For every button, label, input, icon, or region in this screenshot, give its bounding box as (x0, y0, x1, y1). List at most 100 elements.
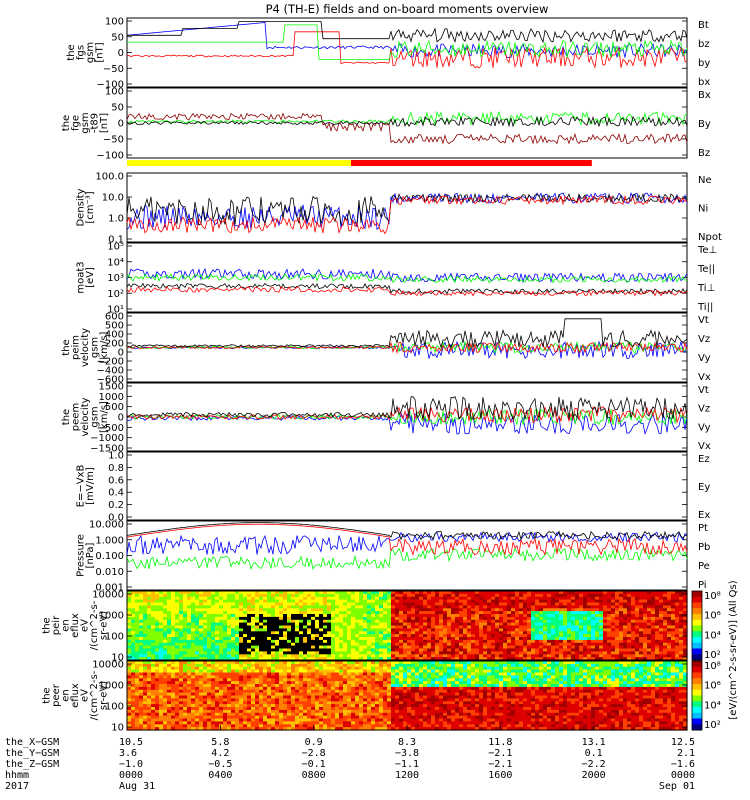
heatmap-cell (251, 678, 256, 682)
heatmap-cell (535, 605, 540, 609)
heatmap-cell (223, 593, 228, 598)
heatmap-cell (211, 611, 216, 615)
heatmap-cell (251, 637, 256, 641)
heatmap-cell (403, 616, 408, 621)
heatmap-cell (143, 642, 148, 647)
heatmap-cell (519, 591, 524, 595)
heatmap-cell (599, 622, 604, 627)
heatmap-cell (223, 692, 228, 697)
heatmap-cell (479, 619, 484, 624)
heatmap-cell (363, 639, 368, 644)
heatmap-cell (339, 605, 344, 609)
heatmap-cell (215, 622, 220, 627)
heatmap-cell (211, 616, 216, 621)
heatmap-cell (263, 707, 268, 711)
heatmap-cell (155, 684, 160, 688)
heatmap-cell (255, 593, 260, 598)
heatmap-cell (423, 657, 428, 661)
heatmap-cell (167, 622, 172, 627)
heatmap-cell (475, 625, 480, 629)
heatmap-cell (267, 639, 272, 644)
heatmap-cell (303, 661, 308, 665)
heatmap-cell (283, 602, 288, 606)
heatmap-cell (459, 619, 464, 624)
heatmap-cell (499, 616, 504, 621)
heatmap-cell (351, 661, 356, 665)
heatmap-cell (315, 648, 320, 652)
heatmap-cell (555, 614, 560, 618)
heatmap-cell (447, 637, 452, 641)
heatmap-cell (403, 645, 408, 650)
heatmap-cell (255, 611, 260, 615)
heatmap-cell (163, 611, 168, 615)
heatmap-cell (335, 686, 340, 691)
heatmap-cell (355, 639, 360, 644)
heatmap-cell (307, 681, 312, 685)
heatmap-cell (203, 692, 208, 697)
heatmap-cell (147, 698, 152, 702)
heatmap-cell (131, 593, 136, 598)
heatmap-cell (343, 695, 348, 699)
heatmap-cell (187, 608, 192, 612)
heatmap-cell (615, 591, 620, 595)
heatmap-cell (619, 622, 624, 627)
heatmap-cell (343, 661, 348, 665)
heatmap-cell (627, 619, 632, 624)
heatmap-cell (563, 614, 568, 618)
heatmap-cell (319, 639, 324, 644)
heatmap-cell (131, 724, 136, 728)
heatmap-cell (587, 639, 592, 644)
heatmap-cell (455, 639, 460, 644)
heatmap-cell (127, 695, 132, 699)
heatmap-cell (211, 614, 216, 618)
heatmap-cell (339, 631, 344, 635)
heatmap-cell (147, 657, 152, 661)
heatmap-cell (319, 642, 324, 647)
heatmap-cell (607, 648, 612, 652)
heatmap-cell (643, 611, 648, 615)
heatmap-cell (219, 707, 224, 711)
heatmap-cell (175, 619, 180, 624)
heatmap-cell (251, 591, 256, 595)
heatmap-cell (671, 596, 676, 601)
heatmap-cell (139, 686, 144, 691)
heatmap-cell (423, 654, 428, 658)
heatmap-cell (315, 692, 320, 697)
heatmap-cell (227, 602, 232, 606)
heatmap-cell (139, 596, 144, 601)
heatmap-cell (475, 631, 480, 635)
heatmap-cell (387, 591, 392, 595)
heatmap-cell (335, 625, 340, 629)
ytick-label: 1500 (99, 382, 124, 393)
panel-peir_en_eflux (126, 590, 703, 661)
heatmap-cell (183, 631, 188, 635)
heatmap-cell (163, 622, 168, 627)
heatmap-cell (279, 614, 284, 618)
heatmap-cell (251, 727, 256, 731)
heatmap-cell (567, 622, 572, 627)
heatmap-cell (331, 637, 336, 641)
heatmap-cell (387, 645, 392, 650)
heatmap-cell (267, 663, 272, 668)
heatmap-cell (243, 689, 248, 694)
heatmap-cell (243, 614, 248, 618)
heatmap-cell (519, 593, 524, 598)
heatmap-cell (587, 611, 592, 615)
heatmap-cell (219, 727, 224, 731)
heatmap-cell (647, 642, 652, 647)
heatmap-cell (319, 701, 324, 705)
heatmap-cell (487, 596, 492, 601)
heatmap-cell (335, 707, 340, 711)
heatmap-cell (167, 692, 172, 697)
heatmap-cell (491, 622, 496, 627)
heatmap-cell (195, 681, 200, 685)
heatmap-cell (539, 605, 544, 609)
heatmap-cell (363, 628, 368, 632)
heatmap-cell (327, 631, 332, 635)
heatmap-cell (511, 639, 516, 644)
heatmap-cell (147, 605, 152, 609)
heatmap-cell (431, 614, 436, 618)
heatmap-cell (327, 619, 332, 624)
heatmap-cell (647, 628, 652, 632)
heatmap-cell (203, 724, 208, 728)
